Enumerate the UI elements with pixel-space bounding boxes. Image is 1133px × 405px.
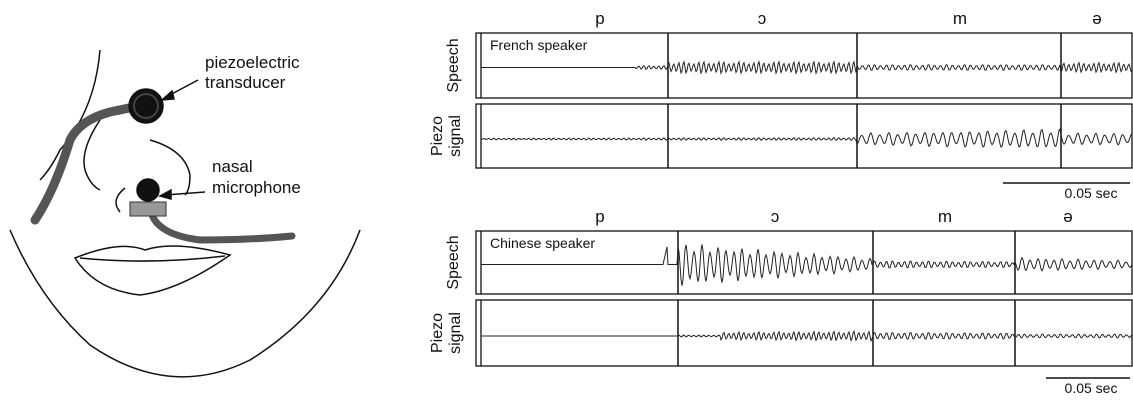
label: nasal xyxy=(212,157,253,176)
speaker-label: Chinese speaker xyxy=(490,235,595,251)
piezo-waveform xyxy=(481,330,1133,343)
panel-frame xyxy=(475,103,1133,169)
label: piezoelectric xyxy=(205,53,300,72)
panel-frame xyxy=(475,32,1133,99)
speech-waveform xyxy=(481,60,1133,75)
axis-label: signal xyxy=(447,115,464,157)
speaker-label: French speaker xyxy=(490,37,588,53)
axis-label: signal xyxy=(447,312,464,354)
phoneme-label: ɔ xyxy=(758,9,767,28)
phoneme-label: m xyxy=(953,9,967,28)
label: transducer xyxy=(205,73,286,92)
axis-label: Piezo xyxy=(429,313,446,353)
axis-label: Speech xyxy=(445,235,462,289)
phoneme-label: p xyxy=(595,207,604,226)
phoneme-label: ɔ xyxy=(771,207,780,226)
speech-waveform xyxy=(481,244,1133,286)
scale-label: 0.05 sec xyxy=(1065,380,1118,396)
piezo-waveform xyxy=(480,127,1133,148)
axis-label: Piezo xyxy=(429,116,446,156)
axis-label: Speech xyxy=(445,38,462,92)
phoneme-label: p xyxy=(595,9,604,28)
face-drawing xyxy=(9,49,361,378)
phoneme-label: m xyxy=(938,207,952,226)
panel-frame xyxy=(475,230,1133,295)
phoneme-label: ə xyxy=(1092,9,1101,28)
scale-label: 0.05 sec xyxy=(1065,185,1118,201)
label: microphone xyxy=(212,178,301,197)
panel-frame xyxy=(475,299,1133,367)
phoneme-label: ə xyxy=(1063,207,1072,226)
